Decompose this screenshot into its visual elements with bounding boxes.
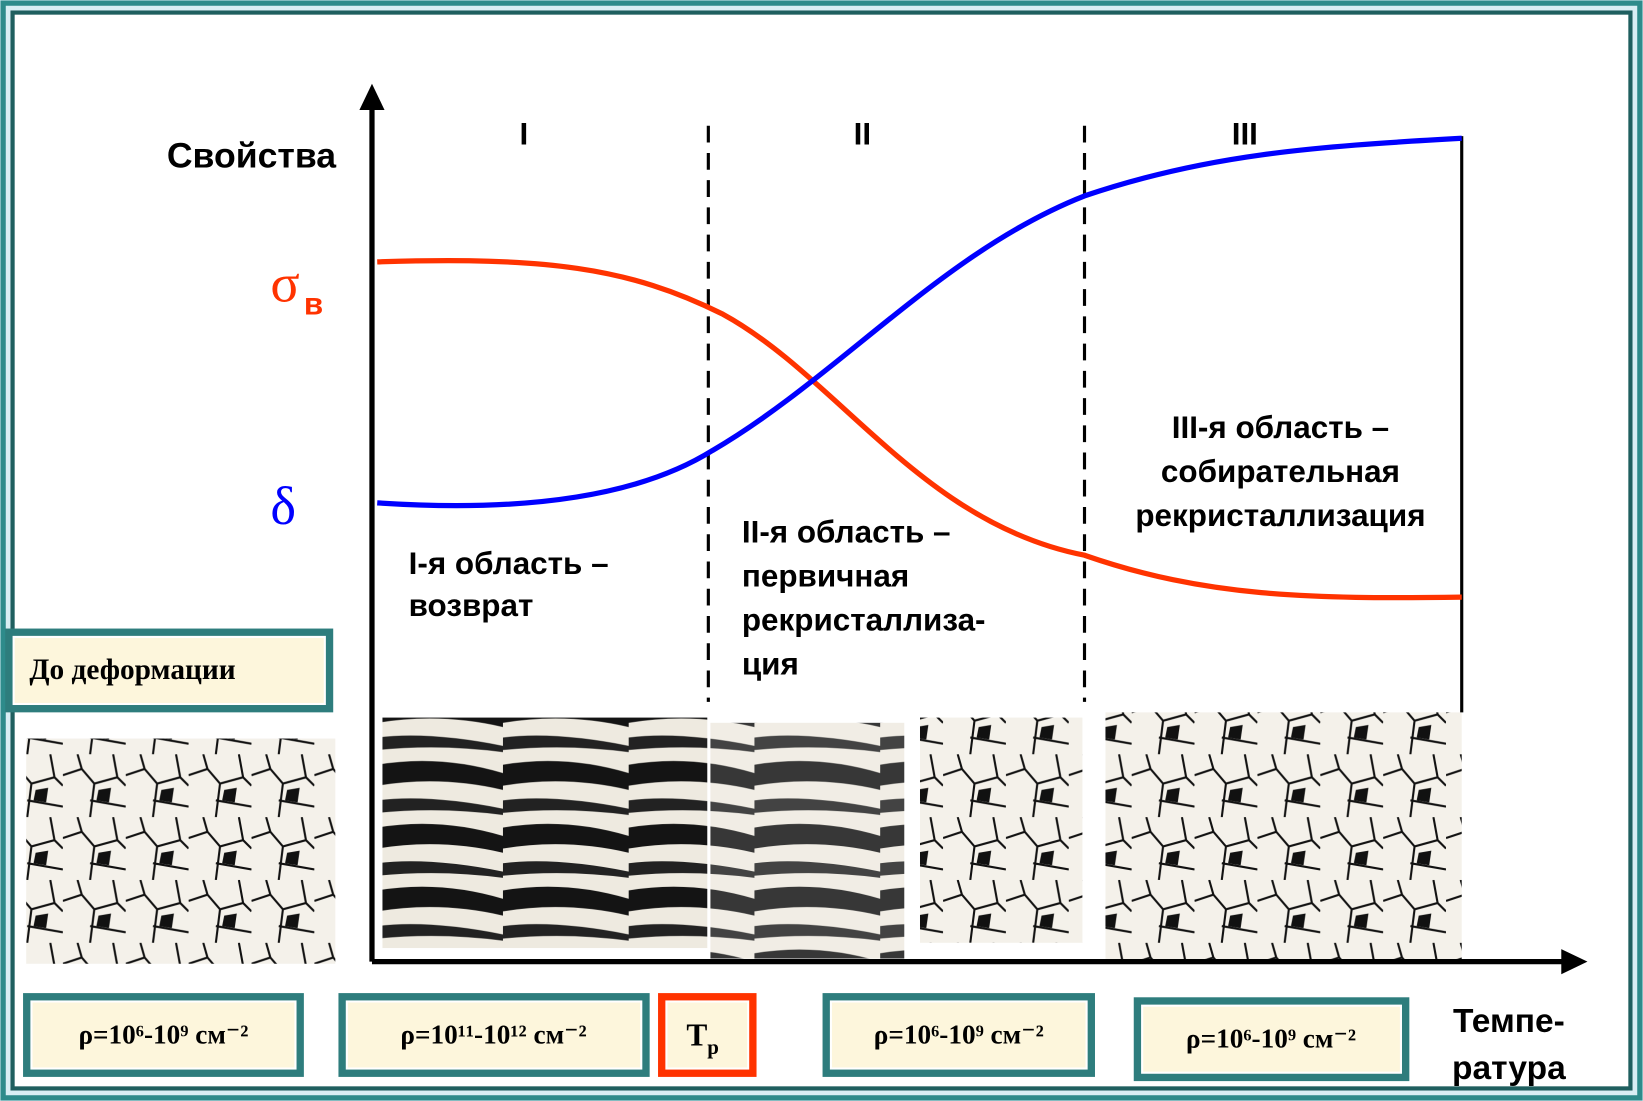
page: {"y_axis_label": "Свойства", "sigma": {"… — [0, 0, 1643, 1101]
temperature-subscript: р — [707, 1035, 719, 1059]
region-description: рекристаллиза- — [742, 603, 986, 638]
density-label: ρ=10⁶-10⁹ см⁻² — [78, 1019, 248, 1049]
before-deformation-label: До деформации — [29, 654, 235, 686]
region-description: рекристаллизация — [1135, 498, 1425, 533]
sigma-subscript: в — [304, 286, 323, 321]
region-number: III — [1232, 117, 1258, 152]
region-description: I-я область – — [409, 546, 609, 581]
region-description: ция — [742, 647, 799, 682]
y-axis-label: Свойства — [167, 136, 337, 176]
slide: Свойства σ в δ I II III I-я область – во… — [0, 0, 1643, 1101]
density-boxes: ρ=10⁶-10⁹ см⁻² ρ=10¹¹-10¹² см⁻² Т р ρ=10… — [23, 993, 1409, 1081]
micrograph — [382, 718, 707, 948]
density-label: ρ=10⁶-10⁹ см⁻² — [874, 1019, 1044, 1049]
region-description: собирательная — [1161, 454, 1400, 489]
micrograph — [710, 723, 904, 959]
x-axis-label: Темпе- — [1453, 1003, 1565, 1040]
region-description: первичная — [742, 559, 909, 594]
sigma-symbol: σ — [270, 253, 299, 314]
region-description: возврат — [409, 588, 534, 623]
delta-symbol: δ — [270, 475, 296, 536]
temperature-symbol: Т — [686, 1017, 707, 1052]
micrograph — [26, 739, 335, 964]
region-number: II — [854, 117, 871, 152]
density-label: ρ=10⁶-10⁹ см⁻² — [1186, 1024, 1356, 1054]
region-description: II-я область – — [742, 515, 951, 550]
micrograph — [920, 718, 1082, 943]
density-label: ρ=10¹¹-10¹² см⁻² — [400, 1019, 586, 1049]
micrograph — [1105, 712, 1461, 963]
region-description: III-я область – — [1172, 410, 1389, 445]
x-axis-label: ратура — [1452, 1050, 1566, 1087]
region-number: I — [520, 117, 529, 152]
